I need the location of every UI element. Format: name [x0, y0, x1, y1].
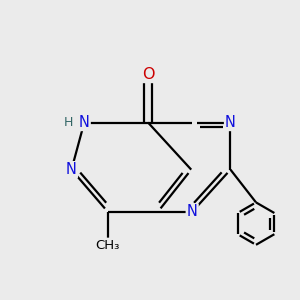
Text: N: N: [79, 115, 90, 130]
Text: N: N: [225, 115, 236, 130]
Text: N: N: [187, 204, 198, 219]
Text: O: O: [142, 67, 154, 82]
Text: CH₃: CH₃: [96, 239, 120, 252]
Text: N: N: [66, 162, 77, 177]
Text: H: H: [63, 116, 73, 129]
